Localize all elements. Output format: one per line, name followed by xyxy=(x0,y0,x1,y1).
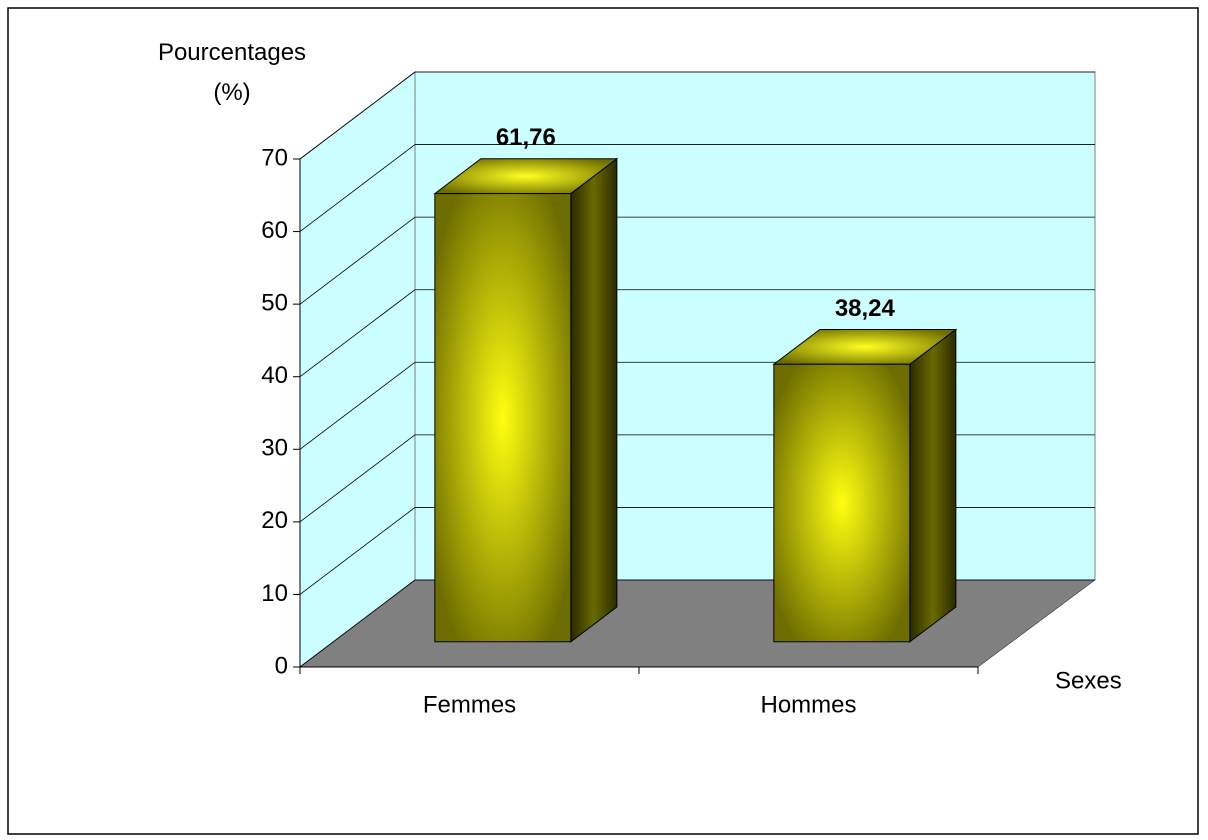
y-tick-label: 30 xyxy=(261,435,288,462)
grid-line xyxy=(299,361,416,450)
y-tick-label: 0 xyxy=(275,652,288,679)
grid-line xyxy=(299,507,416,595)
bar xyxy=(434,193,572,643)
side-wall xyxy=(299,70,416,669)
grid-line xyxy=(299,71,416,160)
bar-side xyxy=(909,328,957,643)
value-label: 38,24 xyxy=(835,295,896,322)
grid-line xyxy=(299,144,416,232)
y-tick-label: 70 xyxy=(261,144,288,171)
grid-line xyxy=(299,216,416,305)
y-tick-label: 10 xyxy=(261,580,288,607)
value-label: 61,76 xyxy=(496,124,556,151)
y-tick-label: 50 xyxy=(261,289,288,316)
x-axis-label: Sexes xyxy=(1055,667,1122,694)
x-tick-label: Hommes xyxy=(760,691,856,718)
grid-line xyxy=(299,579,416,668)
grid-line xyxy=(299,434,416,523)
y-axis-label: Pourcentages (%) xyxy=(158,39,306,106)
y-tick-label: 20 xyxy=(261,507,288,534)
grid-line xyxy=(299,289,416,378)
bar-side xyxy=(570,157,618,643)
floor xyxy=(299,579,1096,668)
bar xyxy=(773,363,911,643)
x-tick-label: Femmes xyxy=(423,691,516,718)
y-tick-label: 60 xyxy=(261,217,288,244)
y-tick-label: 40 xyxy=(261,362,288,389)
